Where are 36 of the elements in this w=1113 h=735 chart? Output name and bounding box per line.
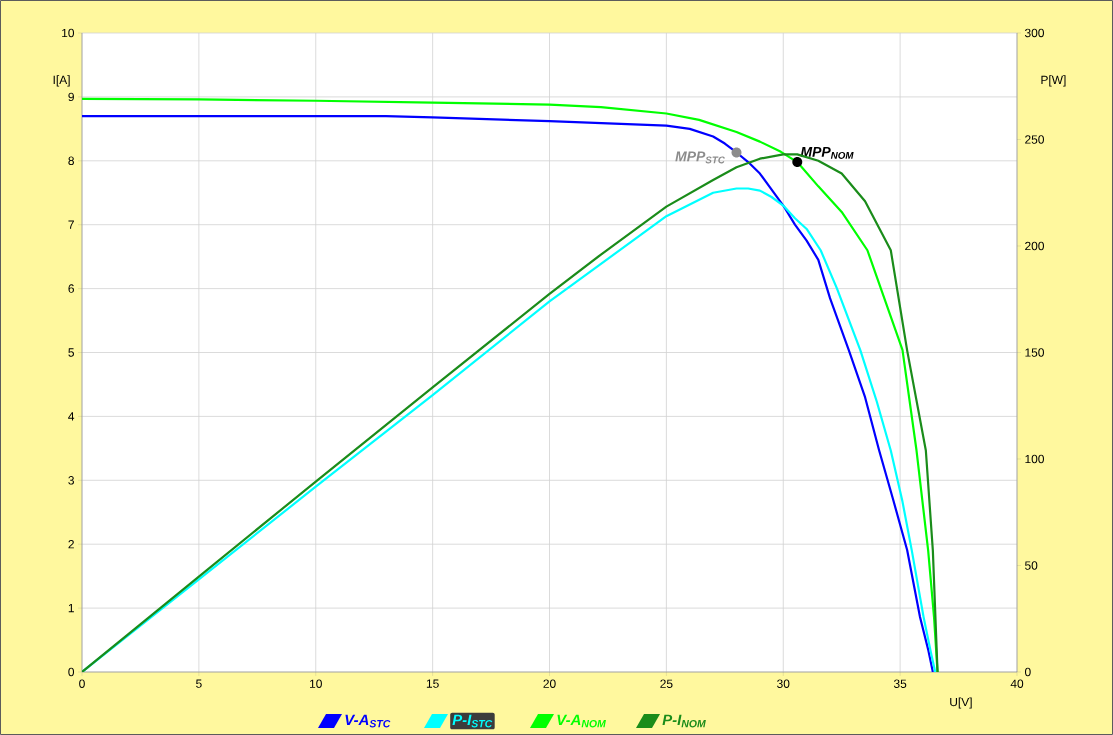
y-tick-label: 3 [68,476,74,485]
y-tick-label: 2 [68,540,74,549]
y2-tick-label: 300 [1024,28,1044,38]
y-tick-label: 8 [68,156,74,166]
annotation: MPP$_{NOM}$ [800,147,854,159]
y-tick-label: 1 [68,604,74,613]
y-axis-title: I[A] [53,75,70,87]
y-tick-label: 10 [62,28,75,38]
y-tick-label: 6 [68,284,74,293]
y2-tick-label: 250 [1025,135,1044,144]
x-tick-label: 15 [426,679,439,688]
legend-label: V-A$_{STC}$ [345,714,391,728]
legend-label: P-I$_{NOM}$ [662,714,706,728]
y2-tick-label: 50 [1025,561,1038,570]
x-axis-title: U[V] [950,697,972,709]
y-tick-label: 5 [68,348,74,357]
y-tick-label: 0 [68,667,75,677]
x-tick-label: 40 [1010,679,1024,688]
y2-tick-label: 0 [1024,667,1031,677]
y2-tick-label: 100 [1025,454,1044,464]
legend-label: P-I$_{STC}$ [452,714,493,728]
y-tick-label: 9 [68,92,74,102]
y2-axis-title: P[W] [1041,75,1066,87]
x-tick-label: 30 [777,679,790,688]
x-tick-label: 20 [543,679,556,688]
y-tick-label: 7 [68,220,74,229]
x-tick-label: 35 [893,679,907,688]
x-tick-label: 10 [310,679,322,688]
y2-tick-label: 200 [1025,241,1044,251]
x-tick-label: 25 [660,679,673,688]
legend-label: V-A$_{NOM}$ [557,714,606,728]
x-tick-label: 0 [79,679,85,688]
y2-tick-label: 150 [1025,348,1044,357]
x-tick-label: 5 [196,679,202,688]
y-tick-label: 4 [68,412,75,421]
annotation: MPP$_{STC}$ [675,151,725,164]
